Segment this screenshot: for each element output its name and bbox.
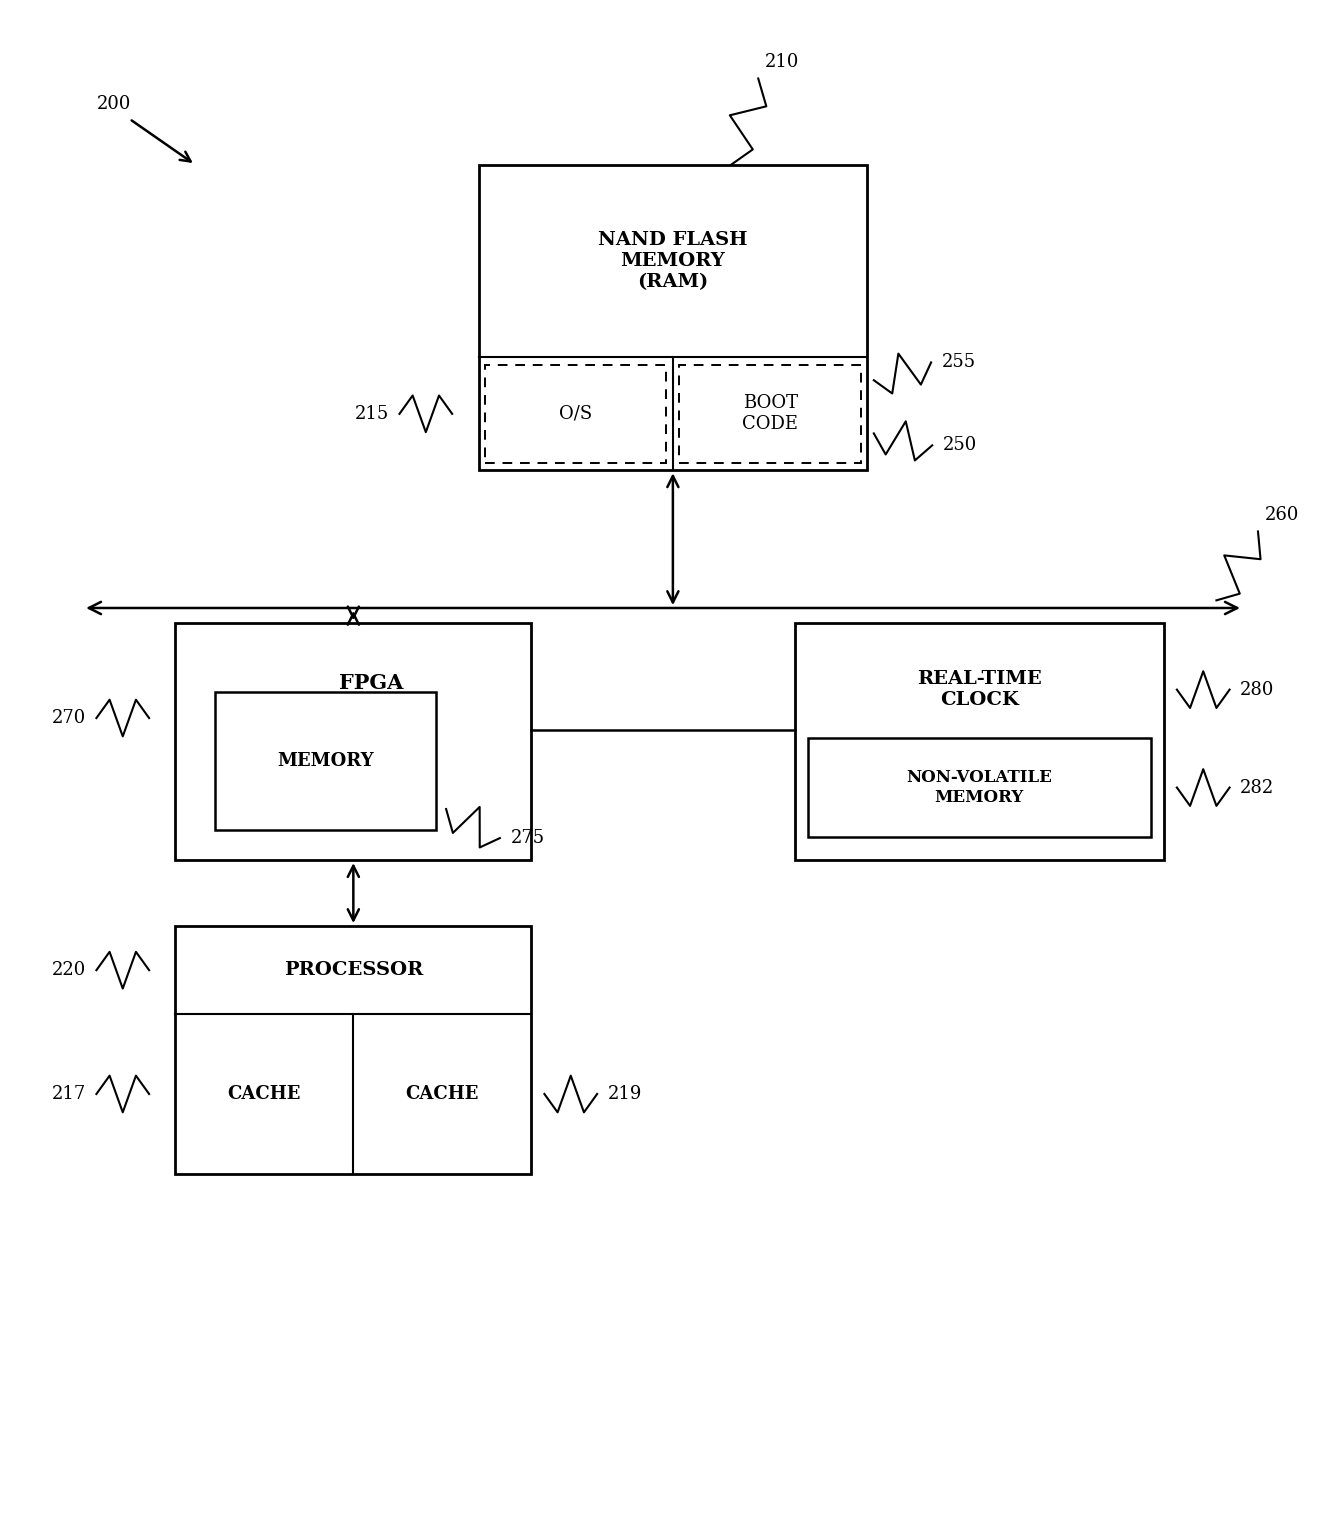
Text: 210: 210 (765, 52, 800, 71)
Text: 219: 219 (607, 1085, 642, 1104)
Bar (175, 624, 532, 861)
Text: 200: 200 (97, 95, 131, 112)
Text: CACHE: CACHE (228, 1085, 301, 1104)
Text: 220: 220 (52, 961, 86, 979)
Text: 215: 215 (354, 404, 389, 423)
Text: O/S: O/S (560, 404, 593, 423)
Text: CACHE: CACHE (406, 1085, 479, 1104)
Text: 255: 255 (941, 354, 976, 372)
Text: REAL-TIME
CLOCK: REAL-TIME CLOCK (916, 670, 1042, 709)
Text: 275: 275 (511, 828, 545, 847)
Text: 260: 260 (1265, 506, 1299, 524)
Text: MEMORY: MEMORY (277, 752, 374, 770)
Text: 280: 280 (1240, 681, 1274, 699)
Bar (479, 164, 867, 470)
Text: FPGA: FPGA (339, 673, 403, 693)
Text: BOOT
CODE: BOOT CODE (743, 395, 798, 433)
Text: 270: 270 (52, 709, 86, 727)
Text: NAND FLASH
MEMORY
(RAM): NAND FLASH MEMORY (RAM) (598, 231, 748, 290)
Bar (808, 738, 1151, 838)
Text: PROCESSOR: PROCESSOR (284, 961, 423, 979)
Bar (175, 925, 532, 1174)
Bar (485, 364, 666, 463)
Text: NON-VOLATILE
MEMORY: NON-VOLATILE MEMORY (906, 768, 1052, 805)
Bar (794, 624, 1164, 861)
Text: 250: 250 (943, 437, 977, 455)
Bar (215, 692, 435, 830)
Text: 217: 217 (52, 1085, 86, 1104)
Bar (679, 364, 861, 463)
Text: 282: 282 (1240, 779, 1274, 796)
